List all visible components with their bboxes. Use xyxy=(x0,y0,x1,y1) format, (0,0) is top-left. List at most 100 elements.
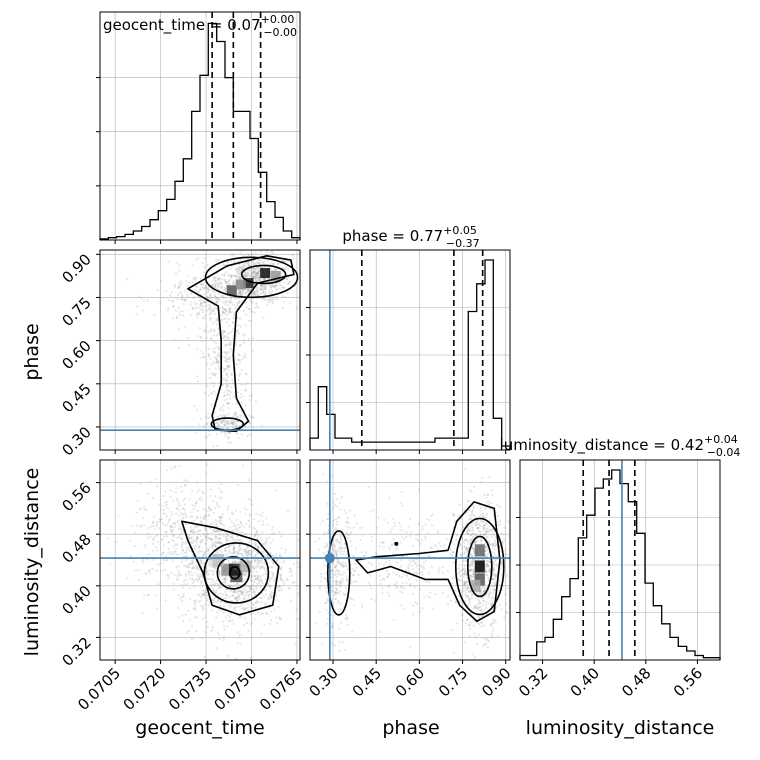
sample-point xyxy=(182,564,186,567)
sample-point xyxy=(254,301,258,305)
sample-point xyxy=(249,269,252,272)
sample-point xyxy=(252,263,255,266)
sample-point xyxy=(237,353,240,356)
sample-point xyxy=(229,605,232,608)
sample-point xyxy=(388,546,391,549)
sample-point xyxy=(250,310,253,313)
sample-point xyxy=(286,277,289,280)
sample-point xyxy=(250,272,253,275)
sample-point xyxy=(233,297,236,300)
sample-point xyxy=(273,579,276,582)
sample-point xyxy=(482,529,485,532)
sample-point xyxy=(176,575,179,578)
sample-point xyxy=(230,260,233,263)
sample-point xyxy=(199,550,202,553)
sample-point xyxy=(165,290,168,293)
sample-point xyxy=(218,381,221,384)
sample-point xyxy=(157,527,161,530)
sample-point xyxy=(239,251,242,254)
sample-point xyxy=(188,549,191,553)
sample-point xyxy=(403,537,406,540)
sample-point xyxy=(249,399,252,402)
sample-point xyxy=(152,542,155,546)
sample-point xyxy=(220,592,223,595)
sample-point xyxy=(175,578,178,581)
sample-point xyxy=(220,497,223,500)
sample-point xyxy=(446,603,450,606)
sample-point xyxy=(421,528,424,531)
sample-point xyxy=(137,568,140,571)
sample-point xyxy=(370,597,373,601)
sample-point xyxy=(478,606,481,609)
sample-point xyxy=(319,572,323,576)
sample-point xyxy=(350,531,353,534)
sample-point xyxy=(215,301,218,305)
sample-point xyxy=(237,266,240,269)
sample-point xyxy=(225,358,228,361)
sample-point xyxy=(141,561,144,564)
sample-point xyxy=(170,571,173,575)
sample-point xyxy=(253,276,256,279)
sample-point xyxy=(376,526,379,529)
sample-point xyxy=(230,342,233,345)
sample-point xyxy=(229,300,232,303)
sample-point xyxy=(229,296,232,299)
sample-point xyxy=(225,384,228,387)
sample-point xyxy=(220,285,224,288)
sample-point xyxy=(235,267,238,271)
x-axis-label-luminosity-distance: luminosity_distance xyxy=(526,717,715,739)
sample-point xyxy=(225,359,228,362)
sample-point xyxy=(335,518,338,521)
sample-point xyxy=(181,540,184,544)
sample-point xyxy=(173,588,176,591)
sample-point xyxy=(252,292,255,295)
sample-point xyxy=(180,511,183,514)
sample-point xyxy=(177,606,180,610)
sample-point xyxy=(188,577,191,580)
sample-point xyxy=(249,394,252,398)
sample-point xyxy=(237,436,240,439)
sample-point xyxy=(360,551,363,554)
sample-point xyxy=(248,601,251,604)
sample-point xyxy=(275,285,278,288)
y-tick-label-luminosity_distance: 0.48 xyxy=(58,530,94,566)
sample-point xyxy=(202,287,205,290)
sample-point xyxy=(496,504,499,507)
sample-point xyxy=(195,630,198,633)
sample-point xyxy=(264,287,267,290)
sample-point xyxy=(175,512,178,515)
sample-point xyxy=(458,563,462,567)
sample-point xyxy=(199,605,202,608)
sample-point xyxy=(322,473,325,476)
sample-point xyxy=(327,513,330,516)
sample-point xyxy=(339,585,342,588)
sample-point xyxy=(264,284,267,287)
sample-point xyxy=(209,559,212,562)
sample-point xyxy=(224,434,227,437)
sample-point xyxy=(270,570,273,574)
sample-point xyxy=(206,288,209,291)
sample-point xyxy=(179,504,182,507)
sample-point xyxy=(178,535,181,538)
sample-point xyxy=(425,559,428,562)
sample-point xyxy=(488,540,491,543)
sample-point xyxy=(348,509,351,512)
sample-point xyxy=(472,485,476,488)
sample-point xyxy=(213,282,216,286)
sample-point xyxy=(170,513,173,517)
sample-point xyxy=(174,547,178,550)
sample-point xyxy=(325,622,329,626)
sample-point xyxy=(274,284,277,287)
sample-point xyxy=(138,578,141,582)
sample-point xyxy=(227,365,230,368)
sample-point xyxy=(486,553,490,556)
sample-point xyxy=(220,406,223,409)
sample-point xyxy=(172,582,175,585)
sample-point xyxy=(220,314,223,317)
sample-point xyxy=(206,421,209,424)
sample-point xyxy=(250,271,253,275)
sample-point xyxy=(387,591,390,594)
sample-point xyxy=(397,575,401,578)
sample-point xyxy=(156,549,159,552)
sample-point xyxy=(258,258,261,262)
